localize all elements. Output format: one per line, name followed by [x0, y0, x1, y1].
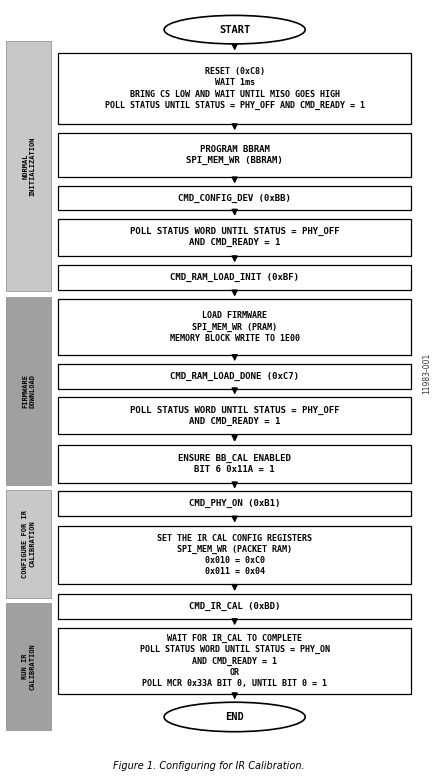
Text: RESET (0xC8)
WAIT 1ms
BRING CS LOW AND WAIT UNTIL MISO GOES HIGH
POLL STATUS UNT: RESET (0xC8) WAIT 1ms BRING CS LOW AND W… [105, 67, 364, 110]
Ellipse shape [164, 702, 305, 732]
FancyBboxPatch shape [58, 300, 410, 355]
FancyBboxPatch shape [58, 265, 410, 290]
FancyBboxPatch shape [58, 218, 410, 256]
Text: POLL STATUS WORD UNTIL STATUS = PHY_OFF
AND CMD_READY = 1: POLL STATUS WORD UNTIL STATUS = PHY_OFF … [129, 227, 339, 247]
Text: RUN IR
CALIBRATION: RUN IR CALIBRATION [22, 644, 35, 690]
FancyBboxPatch shape [58, 445, 410, 483]
FancyBboxPatch shape [7, 491, 51, 597]
FancyBboxPatch shape [58, 397, 410, 434]
Text: CMD_IR_CAL (0xBD): CMD_IR_CAL (0xBD) [188, 601, 279, 611]
Text: LOAD FIRMWARE
SPI_MEM_WR (PRAM)
MEMORY BLOCK WRITE TO 1E00: LOAD FIRMWARE SPI_MEM_WR (PRAM) MEMORY B… [169, 311, 299, 342]
FancyBboxPatch shape [58, 186, 410, 210]
Text: WAIT FOR IR_CAL TO COMPLETE
POLL STATUS WORD UNTIL STATUS = PHY_ON
AND CMD_READY: WAIT FOR IR_CAL TO COMPLETE POLL STATUS … [139, 634, 329, 688]
FancyBboxPatch shape [7, 604, 51, 730]
Text: PROGRAM BBRAM
SPI_MEM_WR (BBRAM): PROGRAM BBRAM SPI_MEM_WR (BBRAM) [186, 145, 283, 165]
FancyBboxPatch shape [58, 53, 410, 124]
FancyBboxPatch shape [58, 526, 410, 584]
Text: SET THE IR CAL CONFIG REGISTERS
SPI_MEM_WR (PACKET RAM)
0x010 = 0xC0
0x011 = 0x0: SET THE IR CAL CONFIG REGISTERS SPI_MEM_… [157, 534, 312, 576]
FancyBboxPatch shape [58, 628, 410, 693]
Text: CONFIGURE FOR IR
CALIBRATION: CONFIGURE FOR IR CALIBRATION [22, 510, 35, 578]
Text: POLL STATUS WORD UNTIL STATUS = PHY_OFF
AND CMD_READY = 1: POLL STATUS WORD UNTIL STATUS = PHY_OFF … [129, 406, 339, 426]
Text: 11983-001: 11983-001 [421, 353, 430, 394]
FancyBboxPatch shape [58, 594, 410, 619]
Text: START: START [219, 25, 250, 34]
Text: Figure 1. Configuring for IR Calibration.: Figure 1. Configuring for IR Calibration… [113, 760, 304, 771]
Ellipse shape [164, 16, 305, 44]
Text: NORMAL
INITIALIZATION: NORMAL INITIALIZATION [22, 136, 35, 196]
Text: FIRMWARE
DOWNLOAD: FIRMWARE DOWNLOAD [22, 374, 35, 408]
Text: END: END [225, 712, 243, 722]
FancyBboxPatch shape [7, 296, 51, 484]
FancyBboxPatch shape [58, 133, 410, 177]
Text: CMD_PHY_ON (0xB1): CMD_PHY_ON (0xB1) [188, 499, 279, 509]
Text: CMD_CONFIG_DEV (0xBB): CMD_CONFIG_DEV (0xBB) [178, 193, 290, 203]
FancyBboxPatch shape [58, 364, 410, 388]
FancyBboxPatch shape [58, 491, 410, 516]
FancyBboxPatch shape [7, 41, 51, 291]
Text: CMD_RAM_LOAD_INIT (0xBF): CMD_RAM_LOAD_INIT (0xBF) [170, 273, 299, 282]
Text: ENSURE BB_CAL ENABLED
BIT 6 0x11A = 1: ENSURE BB_CAL ENABLED BIT 6 0x11A = 1 [178, 454, 290, 474]
Text: CMD_RAM_LOAD_DONE (0xC7): CMD_RAM_LOAD_DONE (0xC7) [170, 372, 299, 381]
